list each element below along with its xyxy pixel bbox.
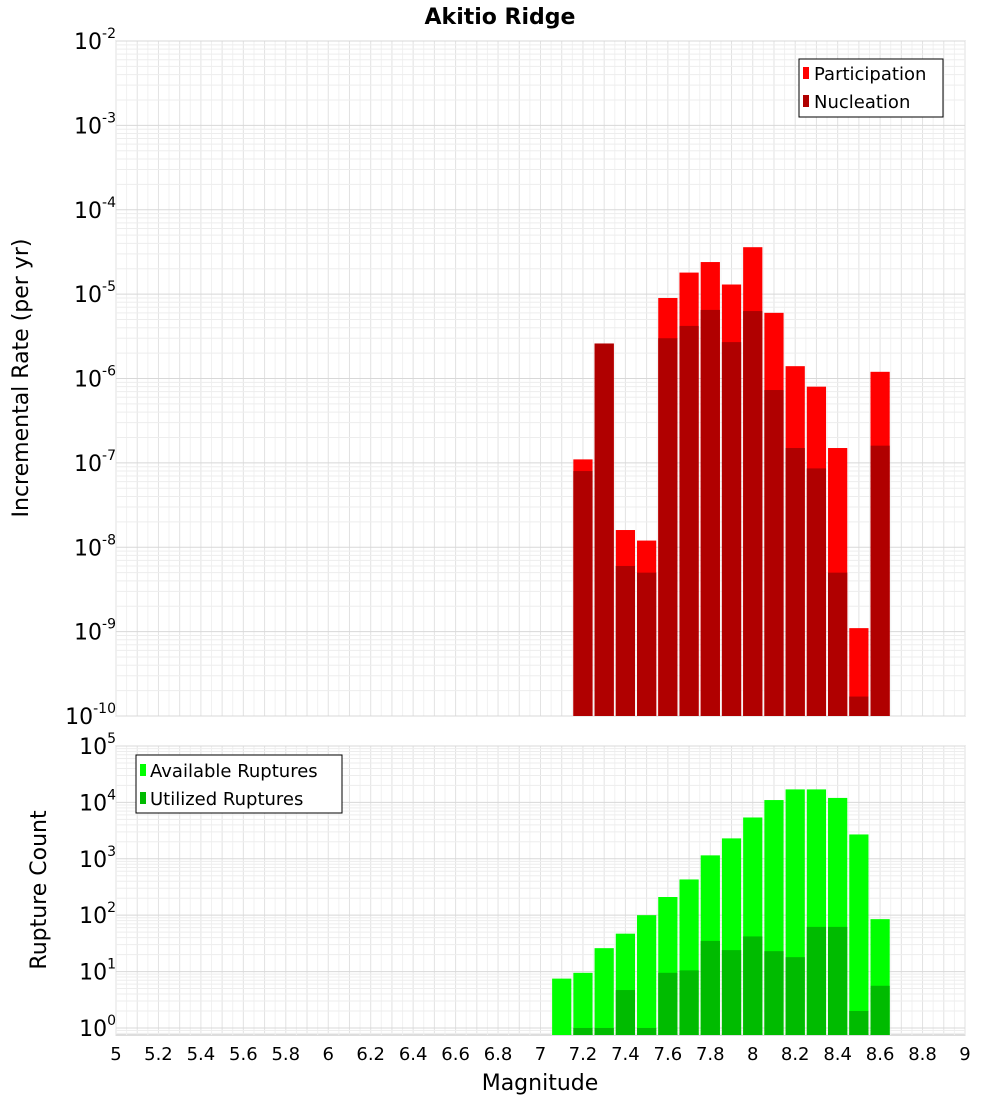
x-tick-label: 6.8 [484,1044,513,1065]
rate-y-axis-label: Incremental Rate (per yr) [9,239,34,518]
rate-y-tick-label: 10-7 [74,448,116,477]
count-bar-s2 [828,926,848,1035]
x-tick-label: 5.6 [229,1044,258,1065]
rate-y-tick-labels: 10-10 10-9 10-8 10-7 10-6 10-5 10-4 10-3 10-2 [65,26,116,730]
rate-y-tick-label: 10-4 [74,195,116,224]
rate-y-tick-label: 10-2 [74,26,116,55]
count-bar-s1 [594,948,614,1035]
count-bar-s2 [743,936,763,1035]
count-bar-s1 [573,972,593,1035]
utilized-legend-swatch [140,792,146,804]
rate-legend-box [798,58,944,118]
x-tick-label: 6.2 [356,1044,385,1065]
utilized-legend-label: Utilized Ruptures [150,789,303,810]
x-tick-label: 8 [747,1044,758,1065]
rate-bar-s2 [870,445,890,716]
count-bar-s2 [658,972,678,1035]
count-legend: Available Ruptures Utilized Ruptures [135,754,343,814]
nucleation-legend-swatch [803,95,809,107]
count-y-tick-label: 102 [79,900,116,929]
count-bar-s2 [615,990,636,1035]
rate-bar-s2 [658,338,678,716]
x-axis-label: Magnitude [482,1071,599,1096]
count-bar-s2 [721,950,742,1035]
rate-bar-s2 [785,448,805,716]
count-bar-s2 [700,940,720,1035]
rate-bar-s2 [764,390,784,716]
rate-bar-s2 [743,311,763,716]
rate-bar-s2 [679,325,699,716]
count-bar-s1 [552,978,572,1035]
count-panel: 100 101 102 103 104 105 5 5.2 5.4 5.6 5.8 6 6.2 6.4 6… [27,731,971,1096]
x-tick-label: 5.4 [187,1044,216,1065]
x-tick-label: 5 [110,1044,121,1065]
count-y-tick-label: 100 [79,1013,116,1042]
rate-bar-s2 [700,309,720,716]
count-bar-s2 [679,970,699,1035]
rate-y-tick-label: 10-6 [74,364,116,393]
x-tick-label: 6 [323,1044,334,1065]
rate-y-tick-label: 10-5 [74,279,116,308]
x-tick-labels: 5 5.2 5.4 5.6 5.8 6 6.2 6.4 6.6 6.8 7 7.2 7.4 7.6 7.8 8… [110,1044,970,1065]
count-y-tick-label: 104 [79,787,116,816]
count-y-tick-labels: 100 101 102 103 104 105 [79,731,116,1042]
available-legend-swatch [140,764,146,776]
count-bar-s2 [594,1027,614,1035]
count-y-tick-label: 103 [79,844,116,873]
count-bar-s2 [785,957,805,1035]
count-bar-s1 [637,915,657,1035]
x-tick-label: 8.8 [908,1044,937,1065]
nucleation-legend-label: Nucleation [814,92,910,113]
x-tick-label: 8.2 [781,1044,810,1065]
participation-legend-swatch [803,67,809,79]
rate-bar-s2 [615,565,636,716]
rate-bar-s2 [806,468,827,716]
count-bar-s2 [806,926,827,1035]
rate-bar-s2 [637,572,657,716]
x-tick-label: 7.8 [696,1044,725,1065]
chart-title: Akitio Ridge [425,5,576,30]
count-bar-s2 [573,1027,593,1035]
x-tick-label: 7.2 [569,1044,598,1065]
x-tick-label: 6.4 [399,1044,428,1065]
x-tick-label: 8.6 [866,1044,895,1065]
rate-bar-s2 [721,342,742,716]
rate-y-tick-label: 10-8 [74,532,116,561]
rate-bar-s2 [594,343,614,716]
count-bar-s2 [637,1027,657,1035]
participation-legend-label: Participation [814,64,926,85]
count-bars [552,789,890,1035]
rate-bar-s2 [828,572,848,716]
count-bar-s1 [849,834,869,1035]
x-tick-label: 5.2 [144,1044,173,1065]
count-y-axis-label: Rupture Count [27,810,52,970]
x-tick-label: 6.6 [441,1044,470,1065]
count-y-tick-label: 101 [79,957,116,986]
rate-bar-s2 [849,696,869,716]
rate-y-tick-label: 10-9 [74,617,116,646]
rate-bars [573,247,890,716]
rate-bar-s1 [849,628,869,716]
x-tick-label: 7.4 [611,1044,640,1065]
count-bar-s2 [849,1010,869,1035]
rate-panel: 10-10 10-9 10-8 10-7 10-6 10-5 10-4 10-3 10-2 In… [9,26,966,730]
rate-bar-s2 [573,471,593,716]
x-tick-label: 7.6 [654,1044,683,1065]
x-tick-label: 9 [959,1044,970,1065]
rate-legend: Participation Nucleation [798,58,944,118]
rate-y-tick-label: 10-3 [74,110,116,139]
x-tick-label: 7 [535,1044,546,1065]
count-bar-s2 [764,951,784,1035]
x-tick-label: 5.8 [271,1044,300,1065]
count-y-tick-label: 105 [79,731,116,760]
rate-y-tick-label: 10-10 [65,701,116,730]
count-bar-s2 [870,985,890,1035]
x-tick-label: 8.4 [823,1044,852,1065]
count-legend-box [135,754,343,814]
available-legend-label: Available Ruptures [150,761,318,782]
